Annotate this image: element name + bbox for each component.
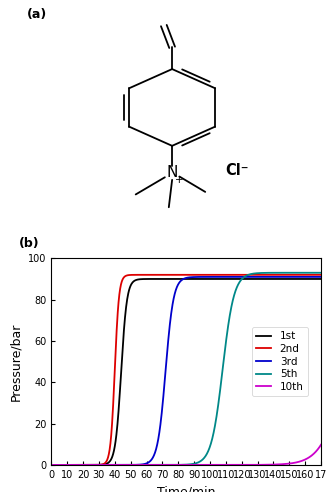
1st	[319, 276, 323, 282]
10th	[260, 462, 264, 468]
3rd	[264, 274, 268, 280]
2nd	[191, 272, 195, 278]
1st	[265, 276, 269, 282]
2nd	[159, 272, 163, 278]
3rd	[77, 462, 81, 468]
Text: Cl⁻: Cl⁻	[225, 163, 249, 178]
5th	[168, 462, 172, 468]
2nd	[260, 272, 264, 278]
3rd	[168, 319, 172, 325]
Legend: 1st, 2nd, 3rd, 5th, 10th: 1st, 2nd, 3rd, 5th, 10th	[252, 327, 308, 396]
1st	[235, 276, 239, 282]
3rd	[260, 274, 264, 280]
1st	[49, 462, 53, 468]
Text: (a): (a)	[26, 8, 47, 21]
5th	[235, 285, 239, 291]
10th	[77, 462, 81, 468]
Line: 5th: 5th	[51, 273, 321, 465]
Line: 10th: 10th	[51, 445, 321, 465]
2nd	[235, 272, 239, 278]
3rd	[235, 274, 239, 280]
2nd	[319, 272, 323, 278]
Line: 1st: 1st	[51, 279, 321, 465]
2nd	[265, 272, 269, 278]
5th	[49, 462, 53, 468]
3rd	[49, 462, 53, 468]
10th	[159, 462, 163, 468]
Text: (b): (b)	[19, 237, 40, 250]
5th	[260, 270, 264, 276]
2nd	[168, 272, 172, 278]
3rd	[319, 274, 323, 280]
10th	[168, 462, 172, 468]
3rd	[159, 422, 163, 428]
10th	[235, 462, 239, 468]
Text: N: N	[166, 165, 178, 180]
10th	[319, 442, 323, 448]
5th	[159, 462, 163, 468]
Text: +: +	[175, 175, 184, 185]
5th	[77, 462, 81, 468]
2nd	[77, 462, 81, 468]
5th	[319, 270, 323, 276]
2nd	[49, 462, 53, 468]
5th	[264, 270, 268, 276]
1st	[225, 276, 229, 282]
1st	[260, 276, 264, 282]
1st	[168, 276, 172, 282]
X-axis label: Time/min: Time/min	[157, 485, 215, 492]
1st	[159, 276, 163, 282]
Line: 3rd: 3rd	[51, 277, 321, 465]
3rd	[309, 274, 313, 280]
10th	[49, 462, 53, 468]
10th	[264, 462, 268, 468]
Y-axis label: Pressure/bar: Pressure/bar	[10, 322, 23, 401]
1st	[77, 462, 81, 468]
Line: 2nd: 2nd	[51, 275, 321, 465]
